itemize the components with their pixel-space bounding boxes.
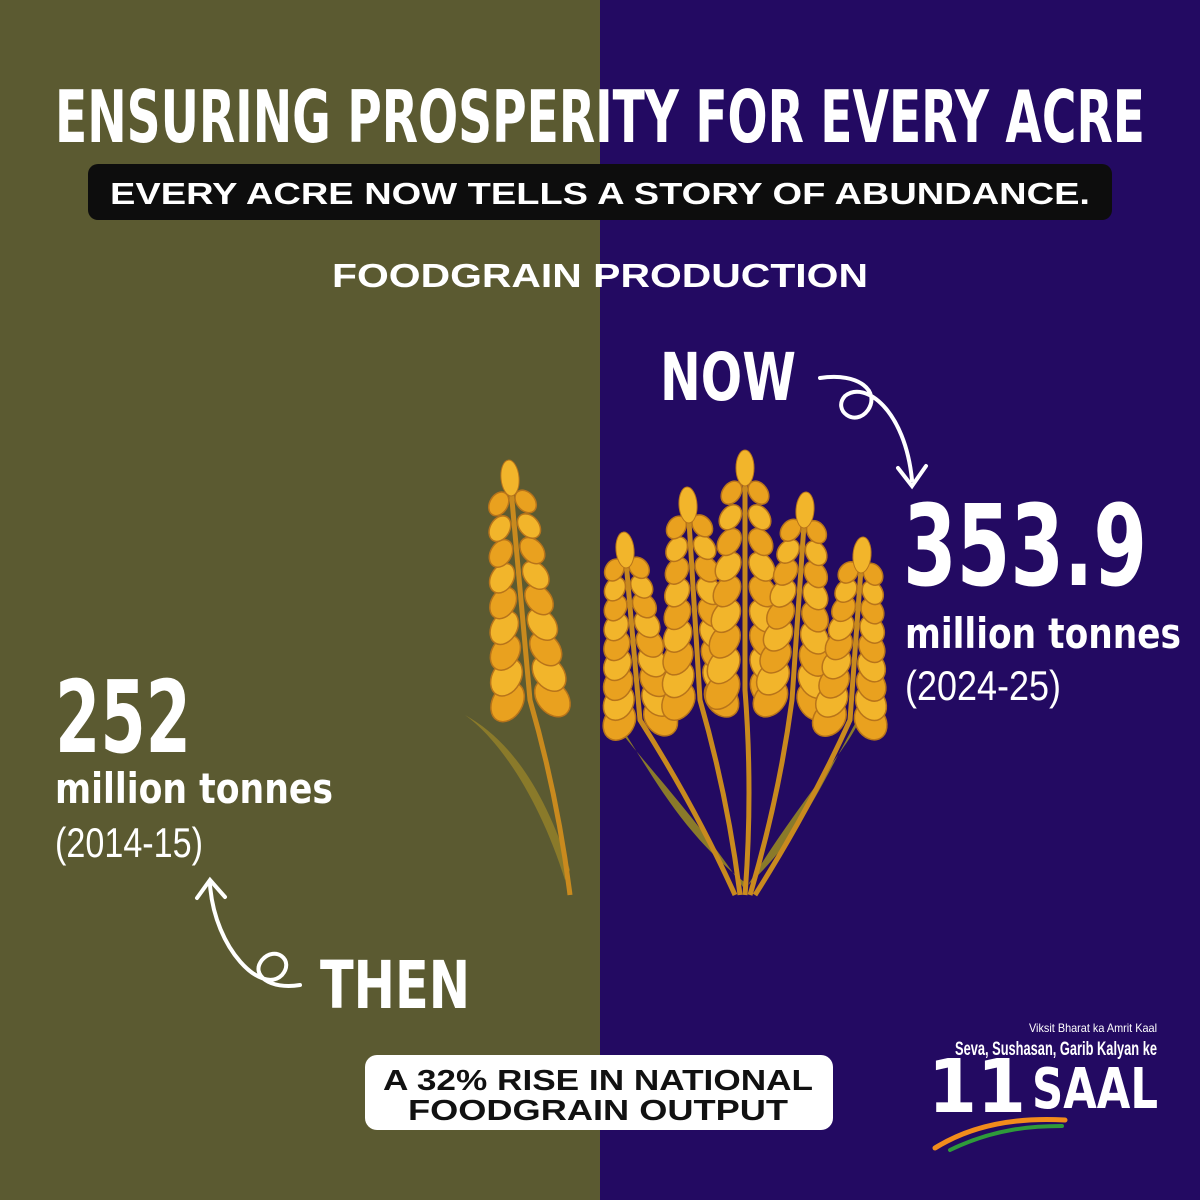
wheat-stem <box>507 477 573 896</box>
now-label: NOW <box>660 339 796 416</box>
wheat-kernel <box>694 555 720 583</box>
footnote-line: A 32% RISE IN NATIONAL <box>383 1065 813 1097</box>
wheat-tip <box>678 486 698 524</box>
wheat-kernel <box>769 578 797 608</box>
wheat-kernel <box>714 551 742 582</box>
subtitle: EVERY ACRE NOW TELLS A STORY OF ABUNDANC… <box>110 176 1090 211</box>
wheat-kernel <box>519 536 546 565</box>
wheat-kernel <box>488 515 512 543</box>
wheat-kernel <box>526 607 559 641</box>
wheat-kernel <box>488 491 510 517</box>
wheat-tip <box>795 491 815 529</box>
wheat-kernel <box>629 574 654 599</box>
wheat-tip <box>735 449 755 487</box>
wheat-kernel <box>524 583 554 616</box>
wheat-stem <box>747 509 808 896</box>
wheat-stem <box>752 554 865 897</box>
wheat-kernel <box>516 513 542 539</box>
wheat-tip <box>852 536 872 574</box>
wheat-kernel <box>718 504 743 531</box>
then-unit: million tonnes <box>55 764 333 813</box>
logo-swoosh <box>932 1116 1068 1151</box>
wheat-tip <box>615 531 635 569</box>
wheat-kernel <box>663 577 691 608</box>
now-value: 353.9 <box>903 482 1147 612</box>
then-value: 252 <box>55 659 191 776</box>
wheat-kernel <box>488 538 514 568</box>
wheat-kernel <box>514 489 538 514</box>
subtitle-box <box>88 164 1112 220</box>
wheat-kernel <box>603 576 627 602</box>
wheat-illustration <box>465 449 888 897</box>
section-title: FOODGRAIN PRODUCTION <box>332 257 868 294</box>
wheat-stem <box>742 468 752 896</box>
wheat-kernel <box>720 480 743 505</box>
wheat-kernel <box>776 538 801 564</box>
wheat-kernel <box>747 504 772 531</box>
wheat-kernel <box>489 610 520 646</box>
wheat-kernel <box>772 558 799 586</box>
wheat-kernel <box>489 586 518 620</box>
wheat-tip <box>500 459 520 497</box>
wheat-kernel <box>747 480 770 505</box>
wheat-kernel <box>803 560 829 589</box>
logo-line: Seva, Sushasan, Garib Kalyan ke <box>955 1039 1157 1060</box>
arrow-head <box>195 876 227 900</box>
wheat-kernel <box>692 534 717 561</box>
then-period: (2014-15) <box>55 819 203 866</box>
wheat-kernel <box>521 560 550 590</box>
wheat-kernel <box>861 580 885 606</box>
wheat-kernel <box>710 598 742 634</box>
title: ENSURING PROSPERITY FOR EVERY ACRE <box>55 75 1145 159</box>
wheat-kernel <box>488 562 516 594</box>
wheat-kernel <box>716 527 743 557</box>
arrow-head <box>896 464 928 490</box>
wheat-stem <box>685 504 743 896</box>
arrow-now <box>818 374 914 482</box>
now-unit: million tonnes <box>905 609 1181 658</box>
then-label: THEN <box>320 947 470 1024</box>
footnote-line: FOODGRAIN OUTPUT <box>408 1095 788 1127</box>
wheat-kernel <box>802 580 829 611</box>
wheat-kernel <box>712 575 742 608</box>
logo-tagline: Viksit Bharat ka Amrit Kaal <box>1029 1021 1157 1035</box>
now-period: (2024-25) <box>905 662 1061 709</box>
logo-swoosh <box>948 1124 1064 1152</box>
arrow-then <box>208 883 302 988</box>
wheat-leaf <box>745 715 860 890</box>
wheat-kernel <box>804 540 828 567</box>
logo-word: SAAL <box>1032 1057 1158 1122</box>
logo-number: 11 <box>928 1044 1026 1130</box>
wheat-kernel <box>834 578 858 603</box>
wheat-kernel <box>664 556 690 585</box>
footnote-box <box>365 1055 833 1130</box>
wheat-stem <box>622 549 738 897</box>
wheat-kernel <box>665 536 689 563</box>
wheat-kernel <box>747 527 774 557</box>
wheat-kernel <box>748 551 776 582</box>
